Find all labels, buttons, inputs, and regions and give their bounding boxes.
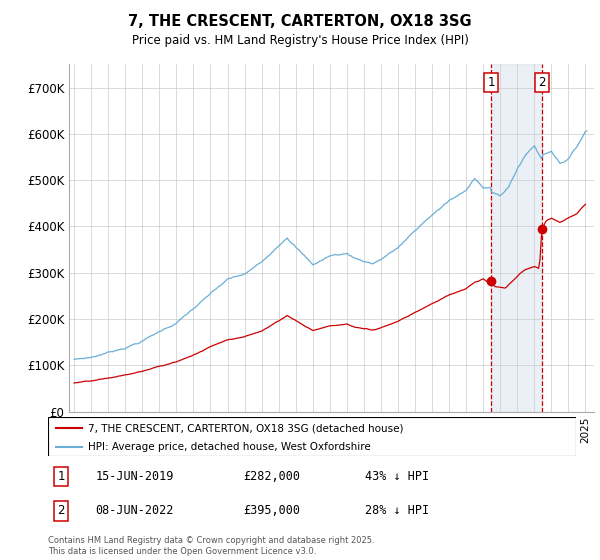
Text: Contains HM Land Registry data © Crown copyright and database right 2025.
This d: Contains HM Land Registry data © Crown c…: [48, 536, 374, 556]
Text: 1: 1: [58, 470, 65, 483]
Text: 2: 2: [58, 504, 65, 517]
Text: £282,000: £282,000: [244, 470, 301, 483]
Bar: [491, 64, 542, 412]
Text: 2: 2: [538, 76, 545, 90]
Text: 43% ↓ HPI: 43% ↓ HPI: [365, 470, 429, 483]
Text: 28% ↓ HPI: 28% ↓ HPI: [365, 504, 429, 517]
Text: £395,000: £395,000: [244, 504, 301, 517]
Text: 7, THE CRESCENT, CARTERTON, OX18 3SG (detached house): 7, THE CRESCENT, CARTERTON, OX18 3SG (de…: [88, 423, 403, 433]
Text: 1: 1: [487, 76, 495, 90]
Text: Price paid vs. HM Land Registry's House Price Index (HPI): Price paid vs. HM Land Registry's House …: [131, 34, 469, 46]
Text: 08-JUN-2022: 08-JUN-2022: [95, 504, 174, 517]
Text: 7, THE CRESCENT, CARTERTON, OX18 3SG: 7, THE CRESCENT, CARTERTON, OX18 3SG: [128, 14, 472, 29]
Text: HPI: Average price, detached house, West Oxfordshire: HPI: Average price, detached house, West…: [88, 442, 370, 451]
Text: 15-JUN-2019: 15-JUN-2019: [95, 470, 174, 483]
